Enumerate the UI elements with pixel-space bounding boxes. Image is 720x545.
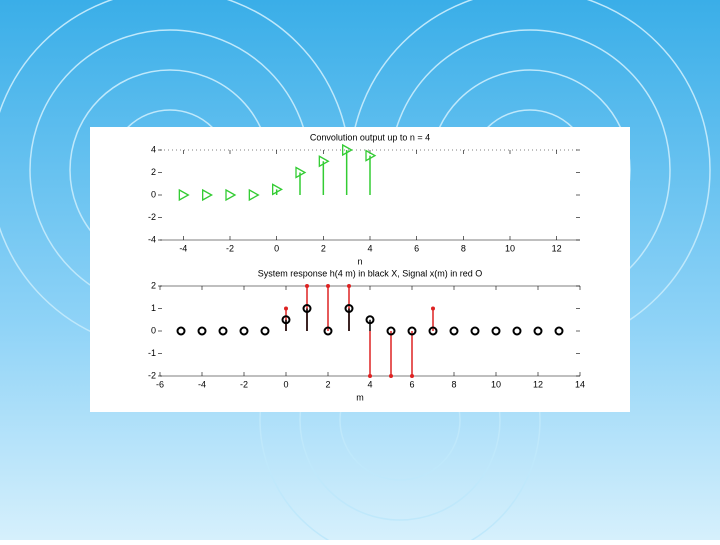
chart-title: System response h(4 m) in black X, Signa… xyxy=(258,268,483,278)
x-tick-label: -2 xyxy=(226,243,234,253)
marker xyxy=(386,326,396,336)
x-axis-label: m xyxy=(356,392,364,402)
marker xyxy=(533,326,543,336)
marker xyxy=(176,326,186,336)
y-tick-label: 4 xyxy=(151,144,156,154)
marker xyxy=(302,304,312,313)
marker xyxy=(197,326,207,336)
marker xyxy=(305,284,309,288)
x-axis-label: n xyxy=(357,256,362,266)
marker xyxy=(344,304,354,313)
marker xyxy=(218,326,228,336)
marker xyxy=(239,326,249,336)
x-tick-label: -2 xyxy=(240,379,248,389)
x-tick-label: 6 xyxy=(414,243,419,253)
marker xyxy=(428,326,438,336)
marker xyxy=(323,326,333,336)
y-tick-label: 0 xyxy=(151,189,156,199)
x-tick-label: 12 xyxy=(552,243,562,253)
marker xyxy=(407,326,417,336)
plot-panel xyxy=(90,127,630,412)
x-tick-label: 8 xyxy=(461,243,466,253)
x-tick-label: 12 xyxy=(533,379,543,389)
y-tick-label: 1 xyxy=(151,303,156,313)
x-tick-label: 6 xyxy=(409,379,414,389)
marker xyxy=(202,188,214,202)
x-tick-label: 10 xyxy=(491,379,501,389)
y-tick-label: -2 xyxy=(148,212,156,222)
marker xyxy=(281,315,291,325)
marker xyxy=(178,188,190,202)
marker xyxy=(248,188,260,202)
x-tick-label: 8 xyxy=(451,379,456,389)
x-tick-label: 2 xyxy=(325,379,330,389)
x-tick-label: -4 xyxy=(198,379,206,389)
y-tick-label: -1 xyxy=(148,348,156,358)
marker xyxy=(449,326,459,336)
x-tick-label: -6 xyxy=(156,379,164,389)
marker xyxy=(365,315,375,325)
x-tick-label: 2 xyxy=(321,243,326,253)
y-tick-label: 0 xyxy=(151,325,156,335)
marker xyxy=(554,326,564,336)
x-tick-label: 0 xyxy=(283,379,288,389)
marker xyxy=(295,166,307,179)
marker xyxy=(347,284,351,288)
marker xyxy=(284,306,288,311)
y-tick-label: 2 xyxy=(151,280,156,290)
marker xyxy=(365,149,377,162)
x-tick-label: 4 xyxy=(367,379,372,389)
y-tick-label: -2 xyxy=(148,370,156,380)
marker xyxy=(272,183,284,196)
marker xyxy=(389,374,393,378)
x-tick-label: 14 xyxy=(575,379,585,389)
marker xyxy=(491,326,501,336)
x-tick-label: 0 xyxy=(274,243,279,253)
marker xyxy=(326,284,330,288)
marker xyxy=(225,188,237,202)
y-tick-label: 2 xyxy=(151,167,156,177)
chart-title: Convolution output up to n = 4 xyxy=(310,132,430,142)
x-tick-label: 10 xyxy=(505,243,515,253)
marker xyxy=(318,155,330,168)
marker xyxy=(368,374,372,378)
marker xyxy=(342,143,354,157)
y-tick-label: -4 xyxy=(148,234,156,244)
x-tick-label: 4 xyxy=(367,243,372,253)
marker xyxy=(512,326,522,336)
marker xyxy=(431,306,435,311)
marker xyxy=(470,326,480,336)
x-tick-label: -4 xyxy=(179,243,187,253)
marker xyxy=(260,326,270,336)
marker xyxy=(410,374,414,378)
